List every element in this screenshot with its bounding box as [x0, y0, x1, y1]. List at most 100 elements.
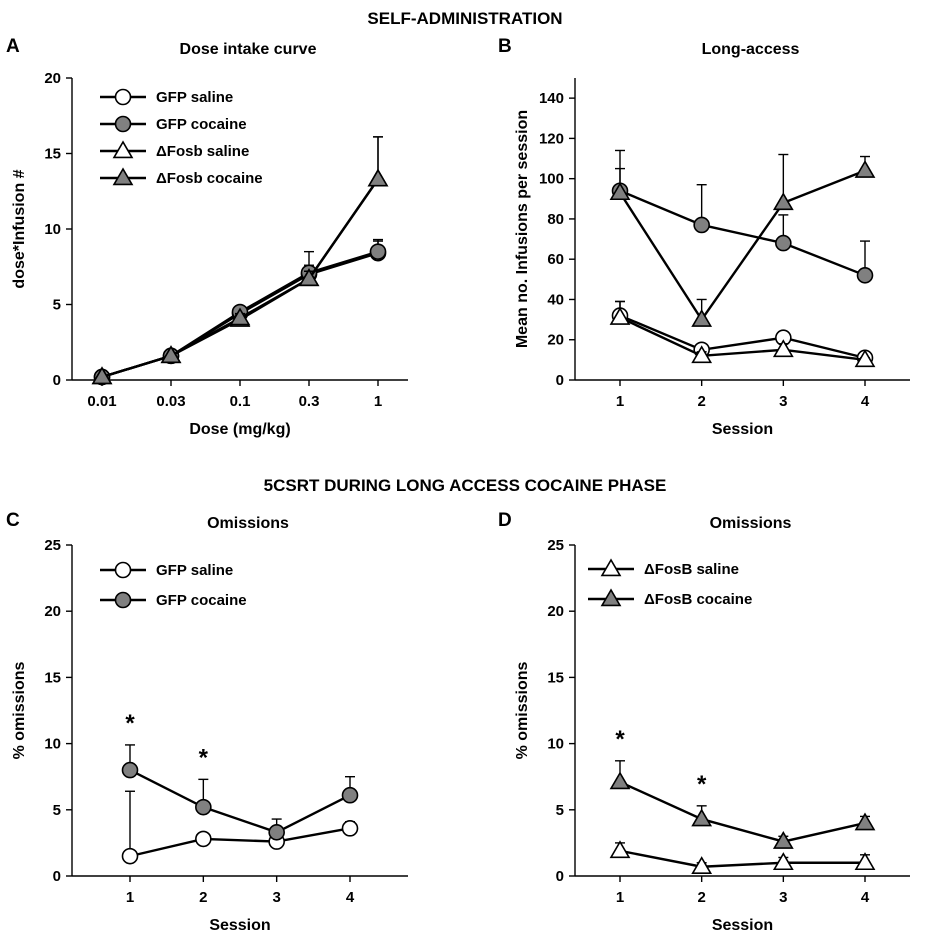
series-0 [609, 840, 876, 875]
legend: GFP saline GFP cocaine [100, 561, 247, 609]
x-tick-label: 1 [126, 889, 134, 906]
series-2 [609, 300, 876, 368]
series-3 [91, 136, 389, 385]
y-tick-label: 5 [53, 297, 61, 314]
series-line [619, 780, 866, 843]
x-axis-label: Session [712, 917, 773, 934]
x-tick-label: 2 [199, 889, 207, 906]
circle-point [195, 798, 212, 816]
circle-point [121, 761, 139, 779]
circle-point [369, 243, 387, 260]
panel-letter-c: C [6, 510, 20, 531]
y-tick-label: 120 [539, 130, 564, 147]
x-tick-label: 3 [779, 393, 787, 410]
x-tick-label: 3 [779, 889, 787, 906]
chart-title: Omissions [207, 515, 289, 532]
triangle-point [772, 339, 794, 358]
y-tick-label: 25 [547, 537, 564, 554]
legend-marker [114, 88, 132, 106]
x-tick-label: 0.03 [156, 393, 185, 410]
legend-marker [114, 561, 132, 579]
y-tick-label: 80 [547, 211, 564, 228]
triangle-point [91, 366, 113, 385]
x-tick-label: 2 [697, 889, 705, 906]
y-tick-label: 20 [44, 603, 61, 620]
section-title-self-administration: SELF-ADMINISTRATION [367, 9, 562, 28]
triangle-point [298, 268, 320, 287]
y-axis-label: % omissions [11, 662, 28, 760]
circle-point [775, 234, 792, 252]
series-line [619, 314, 866, 360]
series-1 [611, 149, 874, 284]
chart-title: Dose intake curve [180, 41, 317, 58]
triangle-point [772, 852, 794, 871]
triangle-point [772, 192, 794, 211]
x-tick-label: 1 [616, 889, 624, 906]
legend: GFP saline GFP cocaine ΔFosb saline ΔFosb c… [100, 88, 263, 187]
series-3 [609, 153, 876, 327]
circle-point [341, 820, 359, 837]
x-tick-label: 4 [861, 889, 870, 906]
triangle-point [229, 307, 251, 326]
y-tick-label: 0 [53, 372, 61, 389]
chart-panel-b: Long-access 0 20 40 60 80 100 120 140 1 2 3 4 Session… [514, 41, 910, 438]
significance-star: * [615, 726, 625, 753]
x-tick-label: 3 [272, 889, 280, 906]
y-axis-label: dose*Infusion # [11, 169, 28, 288]
circle-point [268, 824, 285, 841]
series-1 [121, 744, 359, 841]
x-tick-label: 2 [697, 393, 705, 410]
chart-title: Omissions [710, 515, 792, 532]
legend-label: GFP cocaine [156, 116, 247, 133]
triangle-point [160, 345, 182, 364]
triangle-point [854, 160, 876, 178]
triangle-point [609, 182, 631, 201]
x-axis-label: Session [209, 917, 270, 934]
y-tick-label: 20 [547, 603, 564, 620]
series-line [101, 178, 379, 379]
x-tick-label: 1 [616, 393, 624, 410]
series-line [619, 316, 866, 362]
legend-label: GFP saline [156, 562, 233, 579]
x-tick-label: 1 [374, 393, 382, 410]
legend-label: GFP cocaine [156, 592, 247, 609]
series-line [619, 189, 866, 277]
panel-letter-a: A [6, 36, 20, 57]
y-tick-label: 5 [556, 802, 564, 819]
y-tick-label: 10 [547, 736, 564, 753]
y-tick-label: 0 [556, 868, 564, 885]
y-tick-label: 0 [556, 372, 564, 389]
y-tick-label: 15 [547, 669, 564, 686]
legend-marker [112, 167, 134, 186]
series-line [618, 169, 866, 322]
circle-point [121, 847, 139, 865]
triangle-point [691, 856, 713, 875]
panel-letter-d: D [498, 510, 512, 531]
circle-point [856, 267, 874, 284]
chart-panel-d: Omissions 0 5 10 15 20 25 1 2 3 4 Session % omission… [514, 515, 910, 934]
y-tick-label: 60 [547, 251, 564, 268]
legend-marker [600, 558, 622, 577]
significance-star: * [697, 771, 707, 798]
significance-star: * [199, 744, 209, 771]
series-line [101, 178, 379, 379]
y-tick-label: 20 [44, 70, 61, 87]
series-line [129, 827, 351, 858]
circle-point [195, 830, 212, 848]
triangle-point [854, 349, 876, 368]
legend-label: ΔFosb saline [156, 143, 249, 160]
series-0 [121, 790, 359, 865]
x-tick-label: 0.1 [230, 393, 251, 410]
y-tick-label: 0 [53, 868, 61, 885]
legend: ΔFosB saline ΔFosB cocaine [588, 558, 752, 608]
x-tick-label: 0.3 [299, 393, 320, 410]
triangle-point [609, 840, 631, 859]
x-tick-label: 4 [861, 393, 870, 410]
x-tick-label: 0.01 [87, 393, 116, 410]
legend-marker [114, 591, 132, 609]
y-tick-label: 15 [44, 146, 61, 163]
y-axis-label: % omissions [514, 662, 531, 760]
series-line [129, 769, 351, 834]
y-tick-label: 40 [547, 291, 564, 308]
legend-label: ΔFosB saline [644, 561, 739, 578]
